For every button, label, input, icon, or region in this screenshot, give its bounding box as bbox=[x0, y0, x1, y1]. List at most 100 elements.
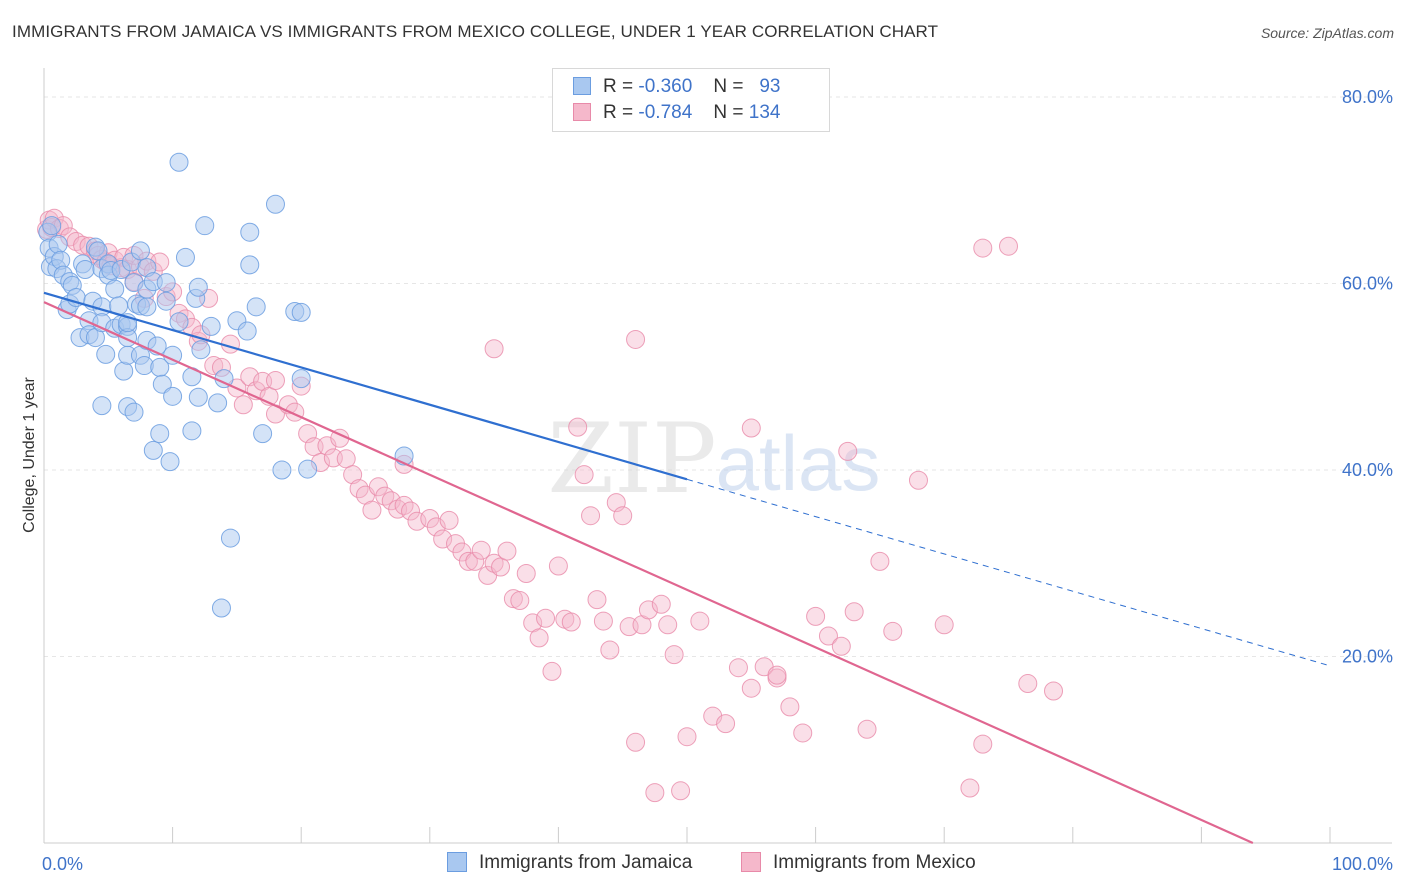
mexico-point-88 bbox=[548, 556, 568, 576]
jamaica-point-74 bbox=[201, 316, 221, 336]
mexico-point-124 bbox=[883, 621, 903, 641]
mexico-point-117 bbox=[793, 723, 813, 743]
jamaica-point-70 bbox=[188, 387, 208, 407]
mexico-point-66 bbox=[401, 501, 421, 521]
mexico-point-39 bbox=[233, 395, 253, 415]
legend-r-value-mexico: -0.784 bbox=[638, 102, 693, 123]
legend-swatch-jamaica bbox=[573, 77, 591, 95]
watermark-zip: ZIP bbox=[547, 403, 716, 515]
mexico-point-92 bbox=[574, 465, 594, 485]
mexico-point-136 bbox=[767, 665, 787, 685]
mexico-point-112 bbox=[728, 658, 748, 678]
bottom-legend-label-jamaica: Immigrants from Jamaica bbox=[479, 852, 693, 873]
jamaica-point-89 bbox=[298, 459, 318, 479]
bottom-legend-mexico: Immigrants from Mexico bbox=[741, 852, 976, 874]
mexico-point-121 bbox=[844, 602, 864, 622]
mexico-point-75 bbox=[465, 551, 485, 571]
jamaica-point-60 bbox=[156, 291, 176, 311]
mexico-point-71 bbox=[439, 510, 459, 530]
jamaica-point-85 bbox=[265, 194, 285, 214]
jamaica-point-86 bbox=[272, 460, 292, 480]
legend-r-label: R = bbox=[603, 102, 634, 123]
jamaica-point-62 bbox=[160, 452, 180, 472]
chart-title: IMMIGRANTS FROM JAMAICA VS IMMIGRANTS FR… bbox=[12, 22, 939, 41]
mexico-point-105 bbox=[658, 615, 678, 635]
legend: R = -0.360 N = 93 R = -0.784 N = 134 bbox=[552, 68, 830, 132]
mexico-point-98 bbox=[613, 506, 633, 526]
bottom-legend-swatch-mexico bbox=[741, 852, 761, 872]
mexico-point-93 bbox=[581, 506, 601, 526]
jamaica-point-51 bbox=[137, 297, 157, 317]
y-tick-label-20: 20.0% bbox=[1342, 647, 1393, 667]
jamaica-point-43 bbox=[124, 402, 144, 422]
jamaica-point-72 bbox=[191, 340, 211, 360]
jamaica-point-65 bbox=[169, 312, 189, 332]
mexico-point-109 bbox=[690, 611, 710, 631]
jamaica-point-76 bbox=[211, 598, 231, 618]
mexico-point-56 bbox=[343, 465, 363, 485]
legend-n-label: N = bbox=[713, 102, 744, 123]
mexico-point-126 bbox=[934, 615, 954, 635]
jamaica-point-82 bbox=[240, 222, 260, 242]
mexico-point-127 bbox=[960, 778, 980, 798]
mexico-point-79 bbox=[491, 557, 511, 577]
mexico-point-111 bbox=[716, 714, 736, 734]
jamaica-point-84 bbox=[253, 424, 273, 444]
mexico-point-108 bbox=[677, 727, 697, 747]
mexico-point-119 bbox=[818, 626, 838, 646]
watermark-atlas: atlas bbox=[716, 419, 881, 507]
bottom-legend-jamaica: Immigrants from Jamaica bbox=[447, 852, 692, 874]
x-tick-label-100: 100.0% bbox=[1332, 854, 1393, 874]
legend-r-label: R = bbox=[603, 76, 634, 97]
jamaica-point-63 bbox=[163, 386, 183, 406]
mexico-point-118 bbox=[806, 606, 826, 626]
mexico-point-60 bbox=[368, 477, 388, 497]
jamaica-point-22 bbox=[88, 241, 108, 261]
jamaica-point-16 bbox=[75, 260, 95, 280]
mexico-point-95 bbox=[593, 611, 613, 631]
jamaica-point-59 bbox=[152, 374, 172, 394]
mexico-point-91 bbox=[568, 417, 588, 437]
legend-r-value-jamaica: -0.360 bbox=[638, 76, 693, 97]
jamaica-point-75 bbox=[208, 393, 228, 413]
mexico-point-122 bbox=[857, 719, 877, 739]
mexico-point-120 bbox=[831, 636, 851, 656]
bottom-legend-label-mexico: Immigrants from Mexico bbox=[773, 852, 976, 873]
mexico-point-74 bbox=[458, 551, 478, 571]
bottom-legend-swatch-jamaica bbox=[447, 852, 467, 872]
legend-row-jamaica: R = -0.360 N = 93 bbox=[573, 76, 780, 100]
mexico-point-55 bbox=[336, 449, 356, 469]
legend-n-value-jamaica: 93 bbox=[759, 76, 781, 97]
jamaica-point-58 bbox=[150, 424, 170, 444]
mexico-point-73 bbox=[452, 542, 472, 562]
jamaica-trend-extension bbox=[686, 478, 1331, 667]
tick-labels: 20.0% 40.0% 60.0% 80.0% 0.0% 100.0% bbox=[42, 87, 1393, 874]
mexico-point-123 bbox=[870, 551, 890, 571]
mexico-point-107 bbox=[671, 781, 691, 801]
legend-swatch-mexico bbox=[573, 103, 591, 121]
grid-lines bbox=[44, 96, 1392, 657]
jamaica-point-26 bbox=[92, 396, 112, 416]
mexico-point-90 bbox=[561, 612, 581, 632]
source-label: Source: ZipAtlas.com bbox=[1260, 25, 1394, 41]
jamaica-point-71 bbox=[188, 277, 208, 297]
jamaica-point-61 bbox=[156, 273, 176, 293]
mexico-point-130 bbox=[484, 339, 504, 359]
mexico-point-116 bbox=[780, 697, 800, 717]
jamaica-point-31 bbox=[105, 279, 125, 299]
jamaica-point-73 bbox=[195, 216, 215, 236]
legend-n-label: N = bbox=[713, 76, 744, 97]
jamaica-point-67 bbox=[182, 421, 202, 441]
jamaica-point-36 bbox=[114, 361, 134, 381]
mexico-point-35 bbox=[204, 356, 224, 376]
jamaica-point-90 bbox=[291, 369, 311, 389]
trend-lines bbox=[43, 291, 1331, 845]
mexico-point-40 bbox=[240, 367, 260, 387]
mexico-point-100 bbox=[626, 732, 646, 752]
mexico-point-59 bbox=[362, 500, 382, 520]
mexico-point-129 bbox=[1018, 674, 1038, 694]
jamaica-point-46 bbox=[130, 241, 150, 261]
jamaica-point-83 bbox=[246, 297, 266, 317]
jamaica-point-78 bbox=[220, 528, 240, 548]
mexico-point-106 bbox=[664, 645, 684, 665]
